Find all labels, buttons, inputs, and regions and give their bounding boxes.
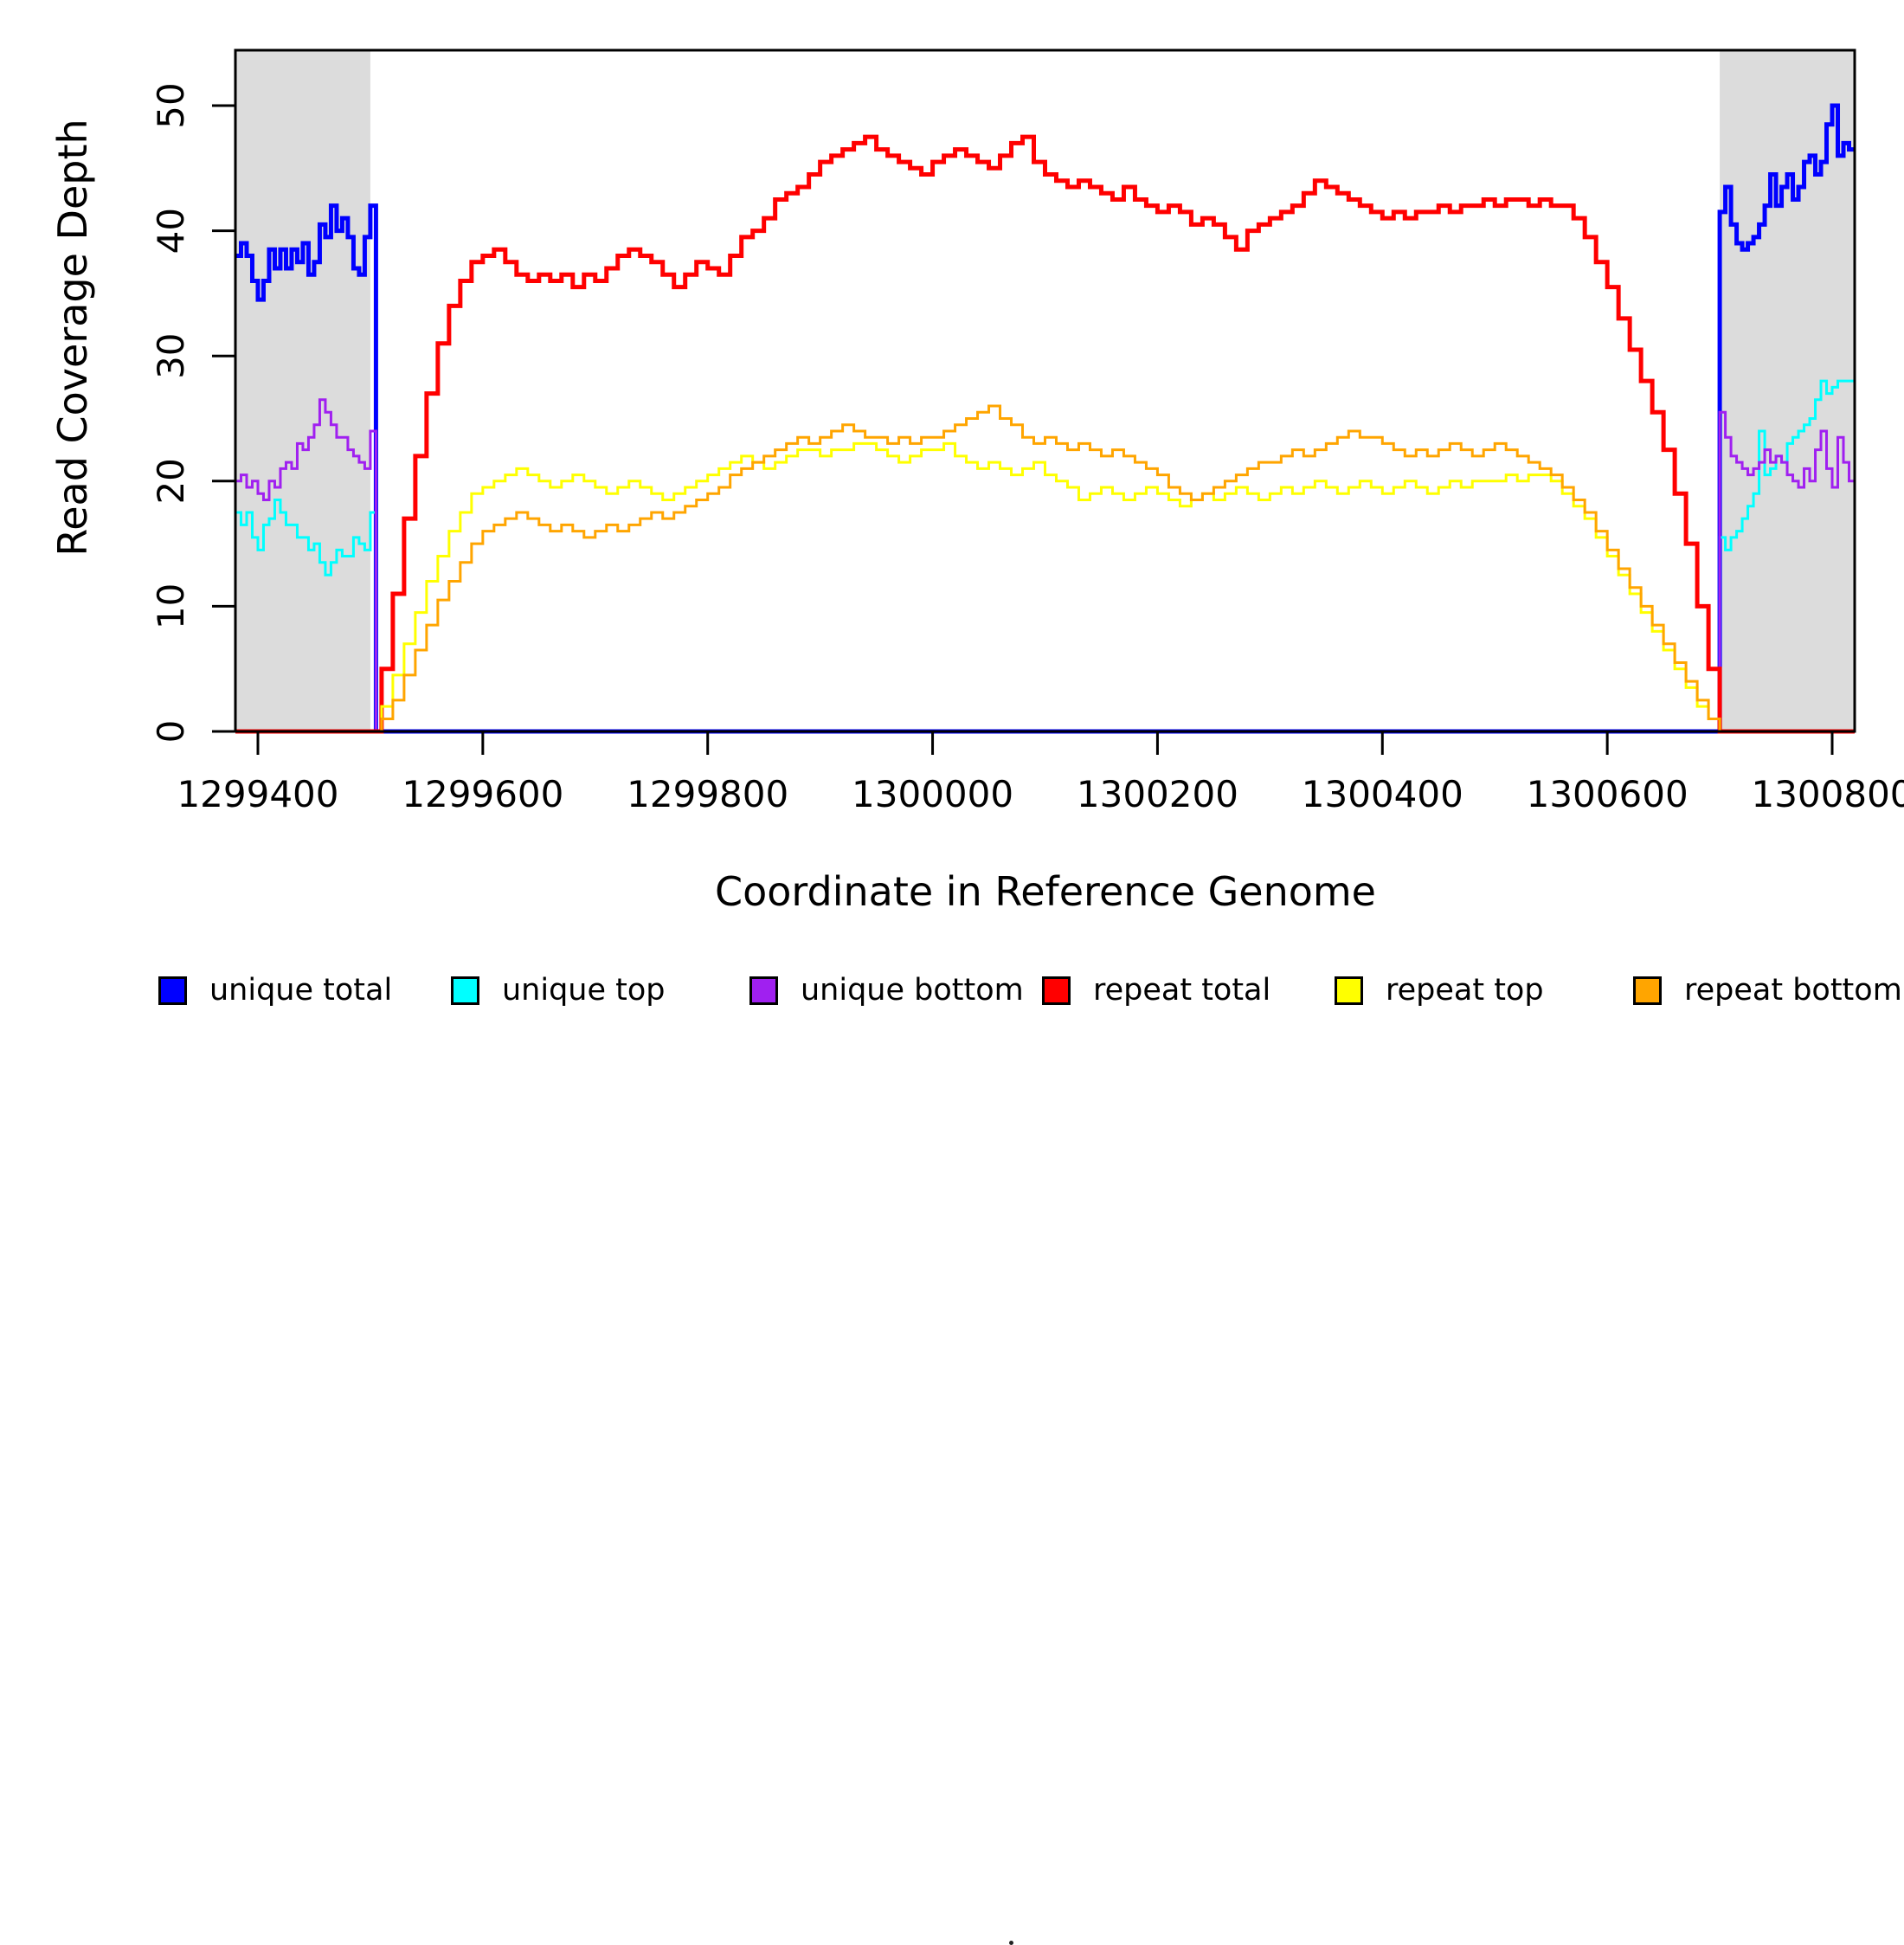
series-repeat-bottom [235, 404, 1855, 733]
legend-item-unique-total: unique total [158, 973, 392, 1008]
legend-label: unique top [502, 973, 666, 1008]
y-tick-label: 10 [150, 583, 192, 629]
x-tick-label: 1300000 [852, 773, 1013, 815]
legend-label: unique total [209, 973, 393, 1008]
y-tick-label: 40 [150, 208, 192, 254]
x-tick-label: 1299600 [402, 773, 563, 815]
y-tick-label: 50 [150, 82, 192, 128]
x-tick-label: 1300200 [1077, 773, 1238, 815]
x-tick-label: 1299800 [627, 773, 788, 815]
legend-item-repeat-top: repeat top [1335, 973, 1544, 1008]
y-axis-title: Read Coverage Depth [49, 119, 96, 557]
plot-border [234, 48, 1856, 733]
legend-item-unique-bottom: unique bottom [749, 973, 1024, 1008]
unique-top-swatch-icon [451, 976, 479, 1005]
legend-label: repeat top [1386, 973, 1544, 1008]
unique-bottom-swatch-icon [749, 976, 778, 1005]
series-repeat-top [235, 441, 1855, 733]
repeat-top-swatch-icon [1335, 976, 1363, 1005]
legend-item-repeat-total: repeat total [1042, 973, 1270, 1008]
legend-label: repeat bottom [1684, 973, 1902, 1008]
series-repeat-total [235, 134, 1855, 734]
series-unique-bottom [235, 398, 1855, 733]
legend-item-unique-top: unique top [451, 973, 666, 1008]
shaded-region [1720, 50, 1855, 731]
legend-label: unique bottom [801, 973, 1024, 1008]
x-tick-label: 1300600 [1527, 773, 1689, 815]
x-tick-label: 1299400 [177, 773, 338, 815]
unique-total-swatch-icon [158, 976, 187, 1005]
legend-item-repeat-bottom: repeat bottom [1633, 973, 1902, 1008]
x-tick-label: 1300800 [1751, 773, 1904, 815]
stray-mark [1009, 1941, 1013, 1945]
legend-label: repeat total [1093, 973, 1271, 1008]
y-tick-label: 20 [150, 458, 192, 504]
shaded-region [235, 50, 370, 731]
coverage-plot: 1299400 1299600 1299800 1300000 1300200 13004… [150, 48, 1904, 815]
series-unique-total [235, 103, 1855, 734]
y-tick-label: 30 [150, 332, 192, 378]
repeat-bottom-swatch-icon [1633, 976, 1662, 1005]
x-tick-label: 1300400 [1302, 773, 1463, 815]
coverage-figure: 1299400 1299600 1299800 1300000 1300200 13004… [0, 48, 1904, 1945]
legend: unique total unique top unique bottom re… [0, 973, 1904, 1945]
x-axis-title: Coordinate in Reference Genome [715, 868, 1376, 915]
y-tick-label: 0 [150, 720, 192, 744]
repeat-total-swatch-icon [1042, 976, 1071, 1005]
